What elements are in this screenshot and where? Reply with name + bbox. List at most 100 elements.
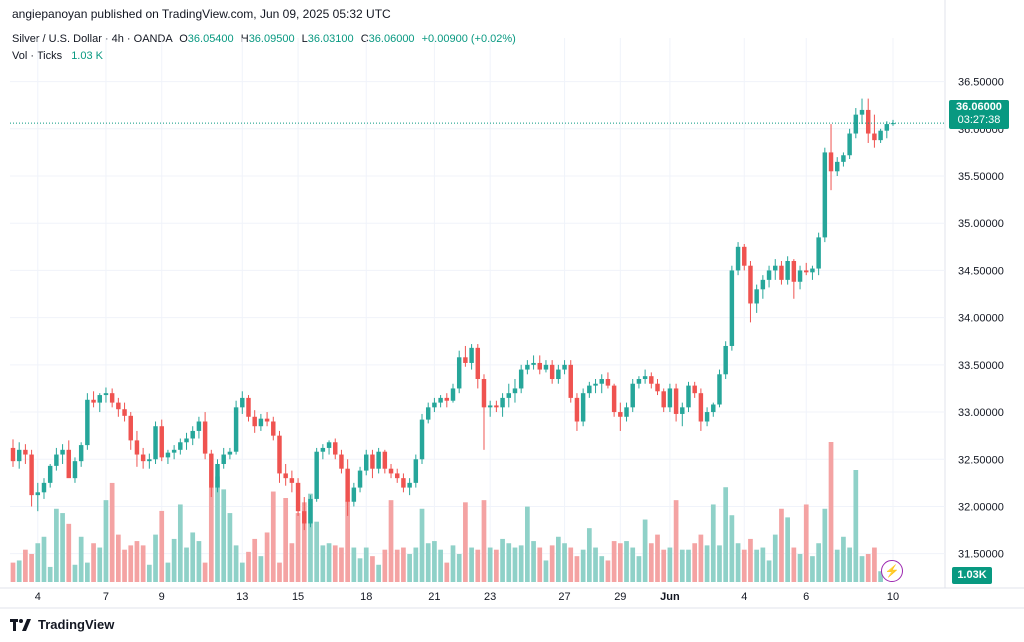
volume-bar — [308, 493, 313, 582]
volume-bar — [673, 500, 679, 582]
volume-bar — [500, 538, 505, 582]
volume-bar — [115, 534, 121, 582]
volume-bar — [357, 558, 363, 582]
candle-body — [91, 399, 96, 403]
candle-body — [655, 383, 660, 392]
volume-bar — [605, 560, 611, 582]
candle-body — [649, 376, 654, 384]
open-value: 36.05400 — [187, 33, 234, 45]
candle-body — [494, 405, 499, 408]
volume-bar — [283, 498, 289, 582]
candle-body — [54, 454, 59, 466]
volume-bar — [810, 556, 815, 582]
volume-bar — [134, 541, 140, 582]
last-price-tag: 36.06000 03:27:38 — [949, 100, 1009, 129]
y-tick-label: 32.00000 — [958, 501, 1004, 513]
candle-body — [147, 459, 152, 462]
candle-body — [215, 463, 220, 488]
volume-bar — [549, 545, 555, 582]
volume-bar — [227, 513, 233, 582]
volume-bar — [85, 562, 90, 582]
volume-bar — [723, 487, 729, 582]
symbol-legend: Silver / U.S. Dollar · 4h · OANDA O36.05… — [12, 33, 516, 45]
close-label: C — [360, 33, 369, 45]
volume-bar — [872, 547, 877, 582]
volume-bar — [741, 549, 747, 582]
volume-bar — [679, 549, 685, 582]
candle-body — [444, 397, 450, 401]
volume-bar — [165, 562, 171, 582]
y-tick-label: 35.00000 — [958, 218, 1004, 230]
candle-body — [326, 442, 332, 448]
volume-bar — [425, 543, 431, 582]
volume-bar — [655, 534, 660, 582]
volume-bar — [382, 549, 388, 582]
candle-body — [624, 407, 629, 417]
volume-bar — [797, 554, 803, 582]
candle-body — [394, 473, 400, 479]
candle-body — [723, 345, 728, 375]
volume-bar — [543, 560, 549, 582]
volume-bar — [555, 536, 561, 582]
last-price-value: 36.06000 — [956, 101, 1002, 113]
candle-body — [853, 114, 859, 134]
volume-bar — [72, 564, 78, 582]
candle-body — [339, 454, 344, 469]
candle-body — [692, 385, 697, 394]
volume-bar — [878, 571, 883, 582]
volume-bar — [865, 554, 871, 582]
volume-bar — [444, 562, 450, 582]
volume-bar — [246, 551, 251, 582]
x-tick-label: 23 — [484, 591, 496, 603]
candle-body — [475, 347, 481, 380]
x-tick-label: 4 — [35, 591, 41, 603]
candle-body — [134, 440, 140, 455]
candle-body — [78, 445, 84, 462]
low-label: L — [301, 33, 308, 45]
volume-bar — [376, 564, 381, 582]
candle-body — [481, 379, 487, 408]
volume-bar — [754, 549, 760, 582]
candle-body — [202, 421, 208, 454]
bar-countdown: 03:27:38 — [957, 114, 1001, 126]
volume-bar — [574, 556, 580, 582]
y-tick-label: 34.50000 — [958, 265, 1004, 277]
candle-body — [66, 449, 72, 479]
candle-body — [190, 430, 195, 439]
candle-body — [593, 383, 598, 386]
candle-body — [35, 492, 41, 496]
volume-label: Vol · Ticks — [12, 50, 63, 62]
candle-body — [525, 364, 530, 370]
candle-body — [878, 130, 883, 141]
candle-body — [537, 362, 542, 370]
volume-bar — [270, 491, 276, 582]
lightning-icon[interactable]: ⚡ — [881, 560, 903, 582]
volume-bar — [320, 545, 326, 582]
volume-bar — [196, 541, 202, 582]
volume-bar — [642, 519, 648, 582]
volume-bar — [481, 500, 487, 582]
volume-bar — [766, 560, 772, 582]
volume-bar — [661, 549, 667, 582]
candle-body — [748, 265, 753, 304]
candle-body — [605, 379, 611, 386]
symbol-title: Silver / U.S. Dollar · 4h · OANDA — [12, 33, 173, 45]
close-value: 36.06000 — [368, 33, 415, 45]
volume-bar — [159, 510, 165, 582]
volume-bar — [562, 543, 567, 582]
volume-bar — [363, 547, 369, 582]
volume-bar — [401, 547, 406, 582]
volume-bar — [370, 556, 375, 582]
candle-body — [140, 454, 146, 462]
candle-body — [364, 454, 369, 471]
tradingview-logo-icon — [10, 618, 31, 631]
y-tick-label: 34.00000 — [958, 313, 1004, 325]
low-value: 36.03100 — [307, 33, 354, 45]
volume-bar — [23, 549, 28, 582]
candle-body — [636, 379, 642, 384]
candle-body — [116, 402, 121, 410]
open-label: O — [179, 33, 188, 45]
volume-bar — [518, 545, 524, 582]
candle-body — [543, 364, 549, 370]
